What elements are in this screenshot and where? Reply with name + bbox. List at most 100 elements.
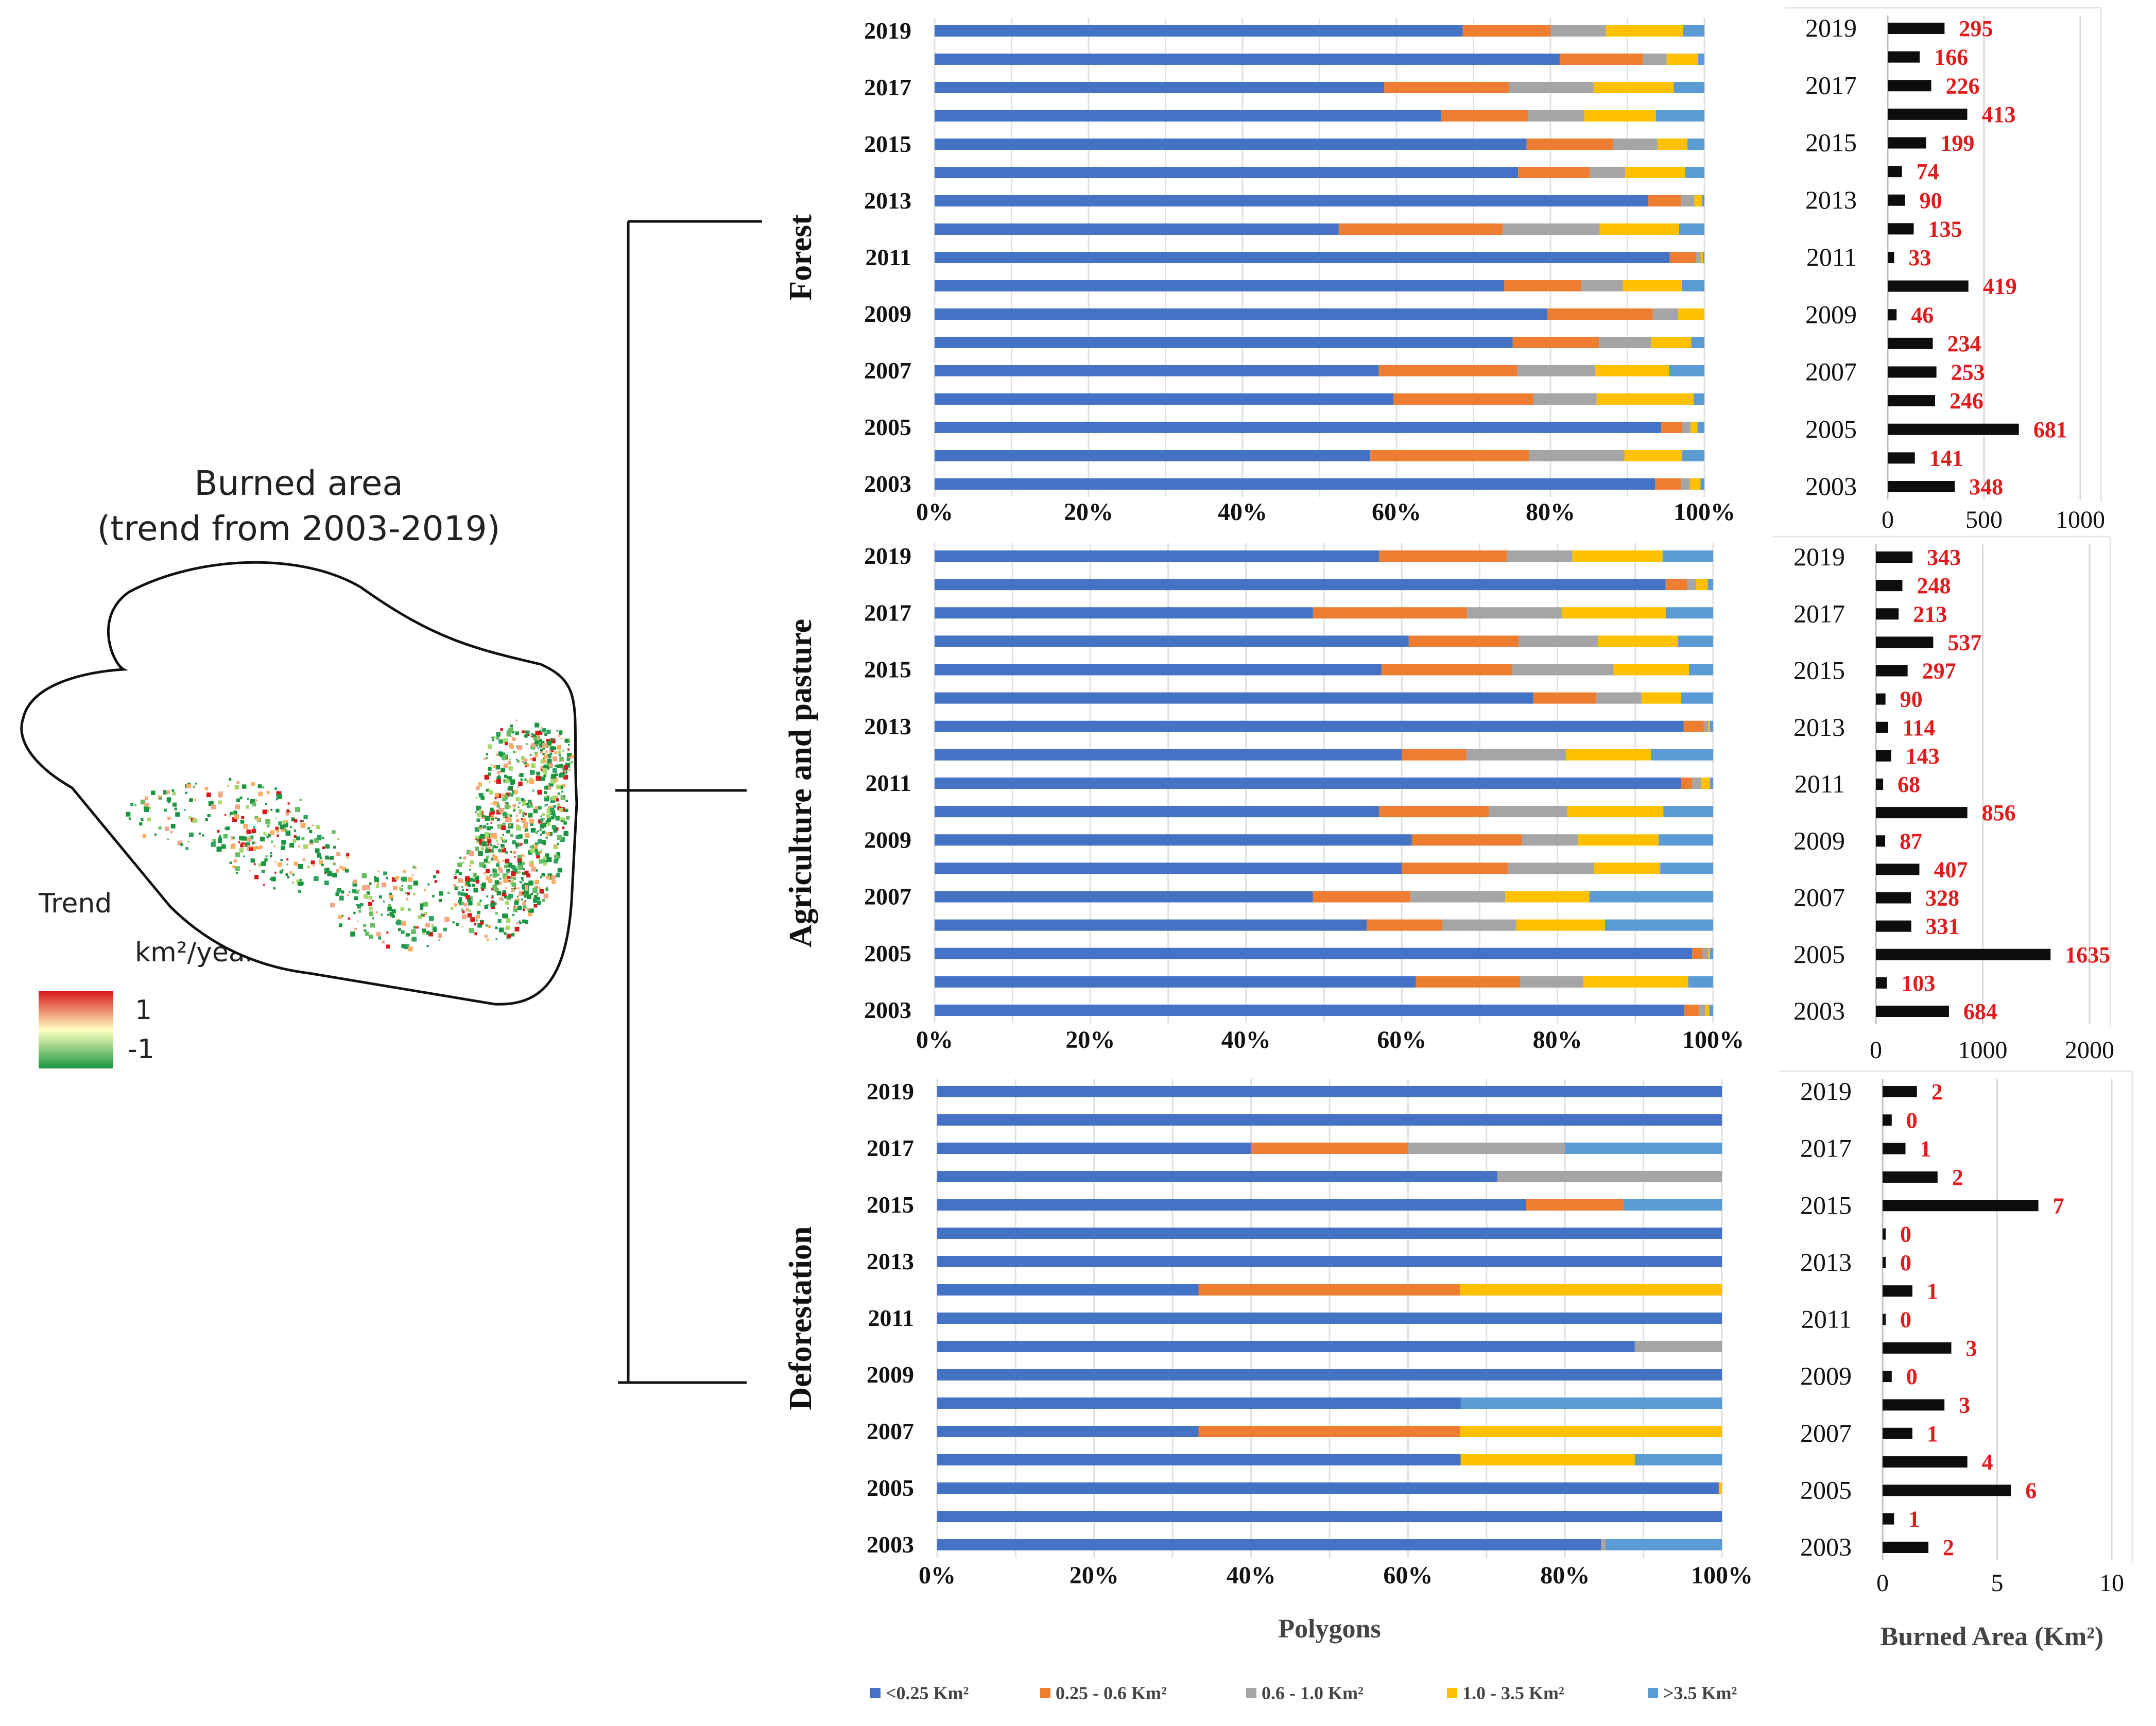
trend-pixel [507, 934, 511, 938]
trend-pixel [525, 920, 528, 923]
trend-pixel [428, 931, 433, 937]
trend-pixel [252, 829, 256, 833]
trend-pixel [336, 852, 340, 856]
trend-pixel [478, 793, 481, 796]
burned-area-bar-2005 [1876, 948, 2051, 960]
trend-pixel [570, 762, 573, 764]
trend-pixel [538, 887, 541, 889]
bar-segment-2011-size-4 [1700, 252, 1703, 263]
trend-pixel [315, 848, 320, 853]
y-tick-label: 2017 [864, 74, 911, 100]
burned-area-bar-2010 [1888, 280, 1969, 292]
trend-pixel [401, 885, 403, 887]
trend-pixel [525, 731, 528, 734]
trend-pixel [313, 865, 315, 867]
trend-pixel [383, 871, 387, 875]
bar-segment-2017-size-3 [1408, 1143, 1565, 1154]
trend-pixel [151, 790, 156, 796]
trend-pixel [491, 857, 494, 861]
trend-pixel [469, 869, 471, 871]
bar-segment-2005-size-4 [1691, 422, 1698, 433]
trend-pixel [412, 866, 416, 869]
map-title-line1: Burned area [194, 463, 403, 503]
trend-pixel [486, 875, 491, 881]
trend-pixel [503, 878, 508, 883]
trend-pixel [543, 893, 549, 899]
trend-pixel [432, 928, 437, 933]
bar-segment-2014-size-3 [1596, 692, 1642, 704]
trend-pixel [534, 886, 537, 889]
trend-pixel [261, 870, 265, 873]
burned-area-bar-2019 [1888, 23, 1945, 34]
trend-pixel [507, 863, 509, 866]
trend-pixel [465, 894, 470, 900]
trend-pixel [317, 835, 322, 840]
trend-pixel [477, 813, 482, 818]
trend-pixel [266, 824, 270, 827]
trend-pixel [427, 883, 430, 886]
trend-pixel [550, 779, 556, 784]
trend-pixel [525, 763, 530, 767]
trend-pixel [496, 891, 502, 895]
trend-pixel [484, 858, 488, 863]
bar-segment-2004-size-1 [935, 976, 1416, 988]
bar-segment-2015-size-2 [1381, 664, 1512, 676]
x-tick-label: 0 [1876, 1569, 1889, 1597]
bar-segment-2011-size-4 [1701, 778, 1710, 789]
bar-segment-2003-size-5 [1700, 478, 1704, 490]
trend-pixel [489, 781, 491, 783]
trend-pixel [529, 779, 534, 784]
trend-pixel [236, 798, 240, 802]
trend-pixel [529, 804, 533, 808]
trend-pixel [524, 885, 528, 889]
burned-area-bar-2013 [1883, 1256, 1886, 1268]
bar-segment-2014-size-1 [937, 1228, 1722, 1239]
trend-pixel [520, 844, 522, 847]
trend-pixel [527, 799, 532, 804]
trend-pixel [407, 885, 412, 890]
trend-pixel [457, 887, 459, 889]
burned-area-bar-2008 [1888, 337, 1933, 349]
trend-pixel [484, 935, 488, 938]
trend-pixel [226, 826, 230, 831]
trend-pixel [507, 761, 511, 765]
trend-pixel [491, 736, 494, 739]
bar-segment-2007-size-2 [1313, 891, 1410, 903]
trend-pixel [263, 832, 266, 835]
bar-segment-2006-size-1 [935, 919, 1367, 931]
bar-segment-2005-size-5 [1697, 422, 1704, 433]
trend-pixel [561, 790, 563, 793]
trend-pixel [477, 910, 480, 914]
bar-segment-2008-size-4 [1594, 862, 1661, 874]
trend-pixel [455, 869, 459, 873]
bar-segment-2008-size-4 [1651, 337, 1692, 348]
trend-pixel [543, 772, 547, 775]
trend-pixel [493, 845, 496, 849]
trend-pixel [533, 844, 538, 849]
trend-pixel [337, 838, 340, 840]
trend-pixel [543, 757, 546, 760]
trend-pixel [375, 885, 380, 888]
trend-pixel [369, 911, 374, 916]
bar-segment-2003-size-5 [1606, 1539, 1722, 1550]
trend-pixel [354, 927, 357, 930]
trend-pixel [159, 797, 162, 800]
trend-pixel [484, 905, 488, 909]
trend-pixel [493, 780, 496, 782]
burned-area-bar-2005 [1883, 1485, 2011, 1496]
trend-pixel [457, 862, 462, 867]
burned-area-bar-2019 [1883, 1086, 1917, 1097]
trend-pixel [561, 756, 564, 760]
trend-pixel [495, 863, 500, 867]
x-tick-label: 0 [1870, 1037, 1882, 1064]
trend-pixel [534, 753, 538, 757]
trend-pixel [267, 809, 269, 812]
trend-pixel [521, 818, 526, 823]
trend-pixel [486, 938, 489, 941]
trend-pixel [407, 892, 410, 895]
bar-segment-2018-size-3 [1643, 54, 1667, 65]
bar-segment-2010-size-4 [1567, 806, 1664, 818]
trend-pixel [480, 921, 484, 925]
trend-pixel [277, 834, 279, 837]
trend-pixel [403, 870, 406, 873]
